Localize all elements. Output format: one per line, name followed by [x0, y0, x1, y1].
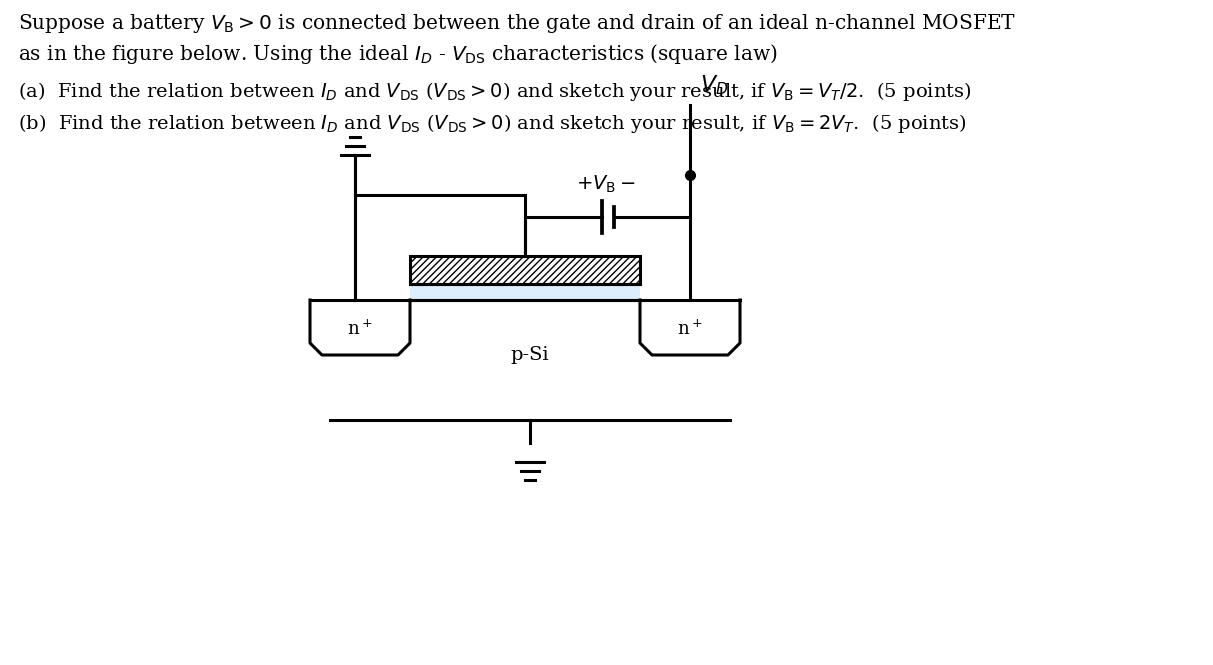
Bar	[410, 284, 640, 300]
Bar	[410, 256, 640, 284]
Text: (b)  Find the relation between $I_D$ and $V_\mathrm{DS}$ ($V_\mathrm{DS} > 0$) a: (b) Find the relation between $I_D$ and …	[18, 112, 967, 135]
Text: Suppose a battery $V_\mathrm{B} > 0$ is connected between the gate and drain of : Suppose a battery $V_\mathrm{B} > 0$ is …	[18, 12, 1016, 35]
Text: n$^+$: n$^+$	[677, 320, 702, 339]
Text: n$^+$: n$^+$	[347, 320, 372, 339]
Text: as in the figure below. Using the ideal $I_D$ - $V_\mathrm{DS}$ characteristics : as in the figure below. Using the ideal …	[18, 42, 778, 66]
Text: $V_D$: $V_D$	[700, 73, 729, 97]
Text: (a)  Find the relation between $I_D$ and $V_\mathrm{DS}$ ($V_\mathrm{DS} > 0$) a: (a) Find the relation between $I_D$ and …	[18, 80, 972, 103]
Text: p-Si: p-Si	[511, 346, 549, 364]
Text: $+V_{\mathrm{B}}-$: $+V_{\mathrm{B}}-$	[576, 174, 636, 195]
